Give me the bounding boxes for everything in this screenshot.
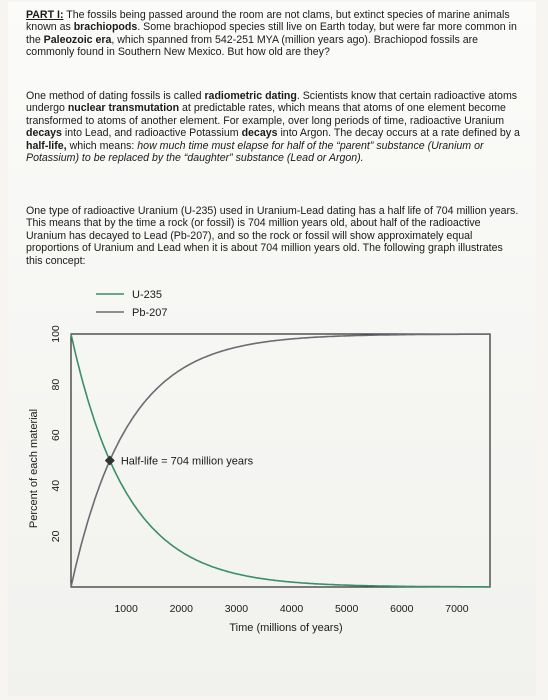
text-span: into Argon. The decay occurs at a rate d… [277,127,520,140]
bold-term: decays [26,127,62,140]
text-span: . Some brachiopod species still live on … [26,21,517,46]
x-tick-label: 1000 [114,603,138,615]
bold-term: Paleozoic era [43,33,112,46]
y-tick-label: 40 [50,480,62,492]
y-axis-label: Percent of each material [28,409,40,528]
text-span: at predictable rates, which means that a… [26,102,506,127]
legend-label-pb-207: Pb-207 [132,307,167,319]
bold-term: brachiopods [73,21,138,34]
part2-paragraph: One method of dating fossils is called r… [26,90,520,164]
half-life-chart: U-235 Pb-207 100 80 60 40 20 Percent of each ma… [28,289,491,634]
text-span: , which spanned from 542-251 MYA (millio… [26,33,479,59]
x-tick-label: 5000 [335,603,359,615]
x-tick-label: 2000 [170,603,194,615]
legend-label-u-235: U-235 [132,289,162,301]
text-span: . Scientists know that certain radioacti… [26,90,518,115]
bold-term: half-life, [26,139,67,152]
half-life-annotation: Half-life = 704 million years [121,456,254,468]
text-span: into Lead, and radioactive Potassium [61,127,242,140]
bold-term: decays [241,127,278,140]
series-line-u-235 [70,333,490,588]
text-span: which means: [66,139,138,152]
plot-frame [70,333,491,588]
half-life-marker [104,455,115,466]
worksheet-page: PART I: The fossils being passed around … [8,2,536,696]
bold-term: nuclear transmutation [67,102,180,115]
italic-definition: how much time must elapse for half of th… [26,139,484,165]
series-line-pb-207 [70,333,490,588]
text-span: One method of dating fossils is called [26,90,205,102]
bold-term: radiometric dating [204,90,297,102]
x-tick-label: 3000 [225,603,249,615]
x-tick-label: 7000 [445,603,469,615]
y-tick-label: 60 [50,429,62,441]
part1-paragraph: PART I: The fossils being passed around … [26,9,520,59]
part1-heading: PART I: [26,9,64,21]
y-tick-label: 100 [50,325,62,343]
text-span: One type of radioactive Uranium (U-235) … [26,205,519,267]
x-tick-label: 4000 [280,603,304,615]
text-span: The fossils being passed around the room… [26,9,510,34]
y-tick-label: 80 [50,379,62,391]
part3-paragraph: One type of radioactive Uranium (U-235) … [26,205,520,267]
x-tick-label: 6000 [390,603,414,615]
x-axis-label: Time (millions of years) [229,622,342,634]
y-tick-label: 20 [50,530,62,542]
